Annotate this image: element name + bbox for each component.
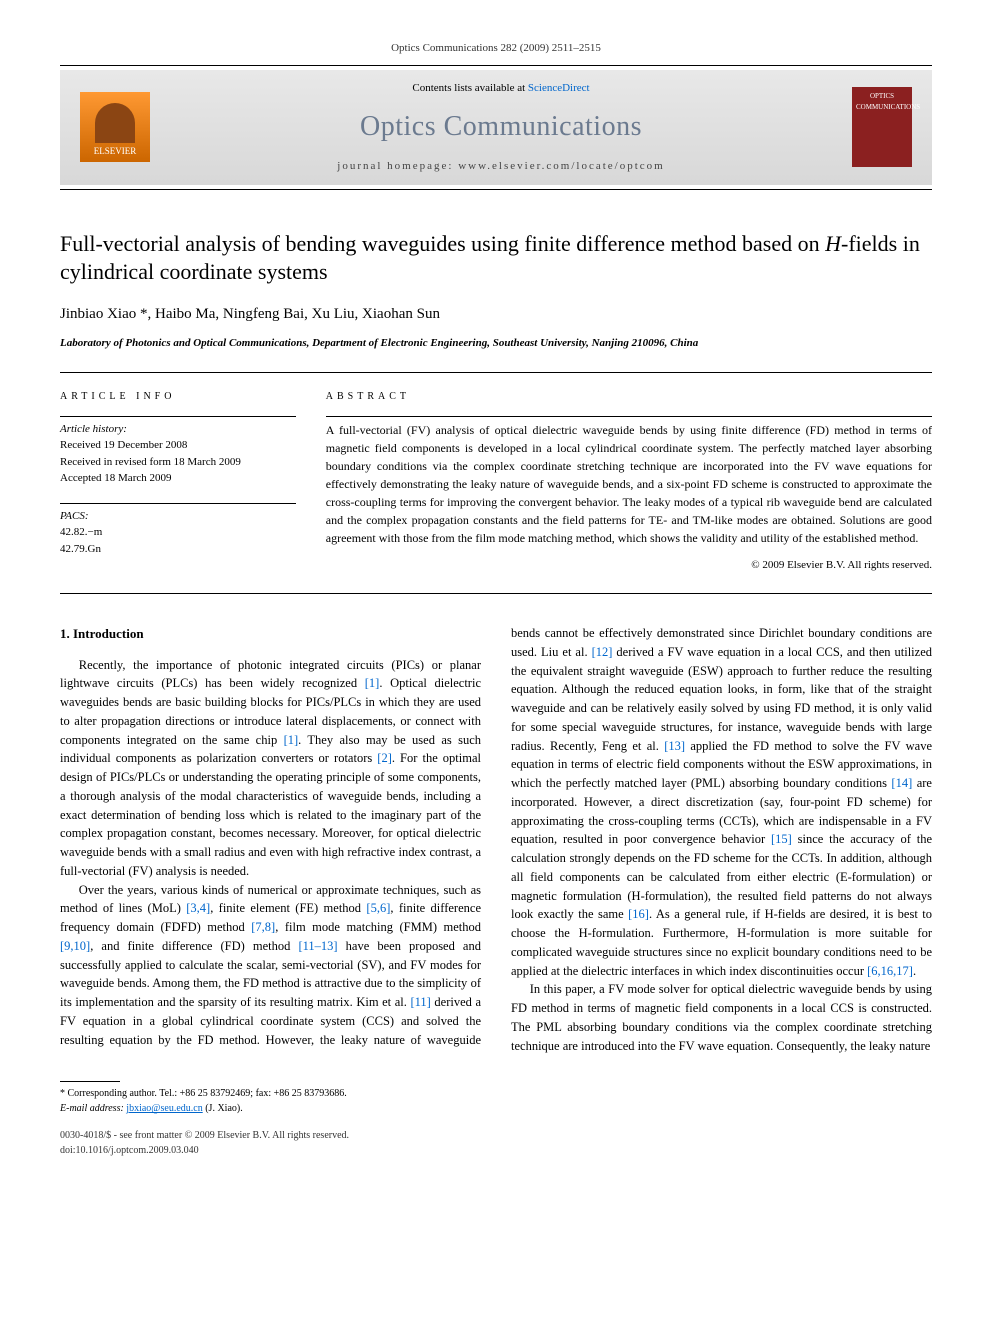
body-paragraph: In this paper, a FV mode solver for opti… <box>511 980 932 1055</box>
divider <box>60 189 932 190</box>
email-suffix: (J. Xiao). <box>203 1103 243 1114</box>
journal-title: Optics Communications <box>150 106 852 148</box>
revised-date: Received in revised form 18 March 2009 <box>60 454 296 471</box>
citation-link[interactable]: [12] <box>592 645 613 659</box>
front-matter: 0030-4018/$ - see front matter © 2009 El… <box>60 1128 932 1143</box>
divider <box>60 593 932 594</box>
citation-link[interactable]: [15] <box>771 832 792 846</box>
citation-link[interactable]: [6,16,17] <box>867 964 913 978</box>
doi: doi:10.1016/j.optcom.2009.03.040 <box>60 1143 932 1158</box>
history-label: Article history: <box>60 421 296 438</box>
divider <box>60 1081 120 1082</box>
text: derived a FV wave equation in a local CC… <box>511 645 932 753</box>
citation-link[interactable]: [11–13] <box>298 939 337 953</box>
text: , and finite difference (FD) method <box>90 939 298 953</box>
title-part1: Full-vectorial analysis of bending waveg… <box>60 231 825 256</box>
citation-header: Optics Communications 282 (2009) 2511–25… <box>60 40 932 57</box>
sciencedirect-link[interactable]: ScienceDirect <box>528 82 590 94</box>
divider <box>60 503 296 504</box>
publisher-name: ELSEVIER <box>94 145 137 159</box>
elsevier-logo: ELSEVIER <box>80 92 150 162</box>
citation-link[interactable]: [16] <box>628 907 649 921</box>
citation-link[interactable]: [1] <box>284 733 299 747</box>
affiliation: Laboratory of Photonics and Optical Comm… <box>60 335 932 352</box>
divider <box>60 416 296 417</box>
footer-meta: 0030-4018/$ - see front matter © 2009 El… <box>60 1128 932 1158</box>
citation-link[interactable]: [11] <box>410 995 430 1009</box>
citation-link[interactable]: [13] <box>664 739 685 753</box>
text: , film mode matching (FMM) method <box>275 920 481 934</box>
email-link[interactable]: jbxiao@seu.edu.cn <box>126 1103 202 1114</box>
contents-line: Contents lists available at ScienceDirec… <box>150 80 852 97</box>
citation-link[interactable]: [1] <box>365 676 380 690</box>
citation-link[interactable]: [7,8] <box>251 920 275 934</box>
section-heading: 1. Introduction <box>60 624 481 644</box>
journal-cover-thumbnail: OPTICS COMMUNICATIONS <box>852 87 912 167</box>
accepted-date: Accepted 18 March 2009 <box>60 470 296 487</box>
footnote-area: * Corresponding author. Tel.: +86 25 837… <box>60 1075 452 1116</box>
contents-prefix: Contents lists available at <box>412 82 527 94</box>
authors: Jinbiao Xiao *, Haibo Ma, Ningfeng Bai, … <box>60 303 932 326</box>
article-info-column: ARTICLE INFO Article history: Received 1… <box>60 389 296 574</box>
pacs-block: PACS: 42.82.−m 42.79.Gn <box>60 508 296 558</box>
banner-center: Contents lists available at ScienceDirec… <box>150 80 852 175</box>
citation-link[interactable]: [9,10] <box>60 939 90 953</box>
divider <box>60 65 932 66</box>
journal-banner: ELSEVIER Contents lists available at Sci… <box>60 70 932 185</box>
title-italic: H <box>825 231 841 256</box>
divider <box>326 416 932 417</box>
corresponding-author: * Corresponding author. Tel.: +86 25 837… <box>60 1086 452 1101</box>
body-section: 1. Introduction Recently, the importance… <box>60 624 932 1055</box>
citation-link[interactable]: [5,6] <box>366 901 390 915</box>
email-line: E-mail address: jbxiao@seu.edu.cn (J. Xi… <box>60 1101 452 1116</box>
homepage-prefix: journal homepage: <box>337 160 458 172</box>
received-date: Received 19 December 2008 <box>60 437 296 454</box>
text: . <box>913 964 916 978</box>
pacs-code: 42.82.−m <box>60 524 296 541</box>
abstract-column: ABSTRACT A full-vectorial (FV) analysis … <box>326 389 932 574</box>
info-abstract-row: ARTICLE INFO Article history: Received 1… <box>60 372 932 574</box>
text: , finite element (FE) method <box>210 901 366 915</box>
article-title: Full-vectorial analysis of bending waveg… <box>60 230 932 287</box>
pacs-label: PACS: <box>60 508 296 525</box>
info-label: ARTICLE INFO <box>60 389 296 404</box>
citation-link[interactable]: [2] <box>377 751 392 765</box>
body-columns: 1. Introduction Recently, the importance… <box>60 624 932 1055</box>
homepage-url: www.elsevier.com/locate/optcom <box>458 160 665 172</box>
text: . For the optimal design of PICs/PLCs or… <box>60 751 481 878</box>
abstract-text: A full-vectorial (FV) analysis of optica… <box>326 421 932 547</box>
history-block: Article history: Received 19 December 20… <box>60 421 296 487</box>
body-paragraph: Recently, the importance of photonic int… <box>60 656 481 881</box>
citation-link[interactable]: [14] <box>891 776 912 790</box>
citation-link[interactable]: [3,4] <box>186 901 210 915</box>
abstract-label: ABSTRACT <box>326 389 932 404</box>
elsevier-tree-icon <box>95 103 135 143</box>
homepage-line: journal homepage: www.elsevier.com/locat… <box>150 158 852 175</box>
pacs-code: 42.79.Gn <box>60 541 296 558</box>
email-label: E-mail address: <box>60 1103 126 1114</box>
copyright: © 2009 Elsevier B.V. All rights reserved… <box>326 557 932 574</box>
